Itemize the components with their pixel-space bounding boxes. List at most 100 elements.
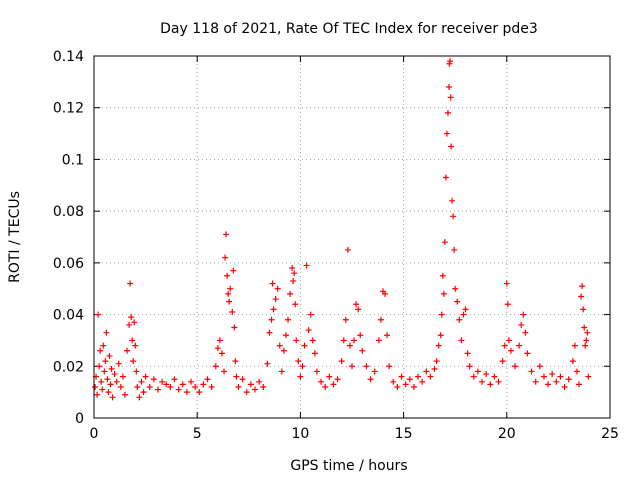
data-point [214,345,221,352]
data-point [447,58,454,65]
data-point [142,373,149,380]
data-point [438,311,445,318]
y-tick-label: 0.06 [53,256,84,272]
data-point [290,277,297,284]
data-point [111,371,118,378]
data-point [108,365,115,372]
data-point [349,363,355,370]
data-point [99,386,106,393]
data-point [367,376,374,383]
data-point [256,378,263,385]
data-point [520,311,527,318]
data-point [557,373,564,380]
data-point [115,360,122,367]
data-point [406,376,413,383]
data-point [441,239,448,246]
data-point [452,285,459,292]
data-point [460,311,467,318]
data-point [326,373,333,380]
data-point [251,386,258,393]
data-point [92,383,99,390]
data-point [192,383,199,390]
data-point [130,358,137,365]
data-point [479,378,486,385]
data-point [351,337,358,344]
data-point [353,301,360,308]
data-point [584,329,591,336]
data-point [297,373,304,380]
data-point [175,386,182,393]
data-point [163,381,170,388]
data-point [549,371,556,378]
data-point [322,383,329,390]
data-point [528,368,535,375]
data-point [104,376,111,383]
data-point [435,342,442,349]
data-point [427,373,434,380]
data-point [507,347,514,354]
data-point [301,342,308,349]
data-point [466,363,473,370]
data-point [505,337,512,344]
data-point [447,94,454,101]
data-point [448,143,455,150]
data-point [309,337,316,344]
data-point [451,246,458,253]
data-point [504,301,511,308]
data-point [456,316,463,323]
data-point [291,270,298,277]
grid-lines [94,56,610,418]
data-point [311,350,318,357]
data-point [268,316,275,323]
data-point [576,381,583,388]
data-point [98,378,105,385]
data-point [96,363,103,370]
data-point [582,342,589,349]
data-point [340,337,347,344]
data-point [134,383,141,390]
data-point [159,378,166,385]
data-point [449,197,456,204]
data-point [419,378,426,385]
y-tick-labels: 0 0.02 0.04 0.06 0.08 0.1 0.12 0.14 [53,49,84,427]
data-point [208,383,215,390]
data-points [92,58,592,401]
y-tick-label: 0.08 [53,204,84,220]
data-point [239,376,246,383]
y-tick-label: 0 [75,411,84,427]
data-point [437,332,444,339]
data-point [483,371,490,378]
data-point [235,383,242,390]
data-point [363,363,370,370]
data-point [501,342,508,349]
data-point [129,337,136,344]
data-point [338,358,345,365]
data-point [179,381,186,388]
data-point [285,316,292,323]
x-tick-labels: 0 5 10 15 20 25 [90,426,619,442]
data-point [188,378,195,385]
data-point [121,391,128,398]
data-point [487,381,494,388]
data-point [532,378,539,385]
data-point [440,290,447,297]
data-point [371,368,378,375]
data-point [444,109,451,116]
data-point [218,350,225,357]
data-point [579,283,586,290]
data-point [503,280,510,287]
data-point [512,363,519,370]
data-point [553,378,560,385]
data-point [278,368,285,375]
data-point [518,321,525,328]
data-point [154,386,161,393]
data-point [127,280,134,287]
data-point [200,381,207,388]
data-point [410,383,417,390]
data-point [266,329,273,336]
data-point [272,296,279,303]
data-point [97,347,104,354]
data-point [103,329,110,336]
data-point [243,389,250,396]
